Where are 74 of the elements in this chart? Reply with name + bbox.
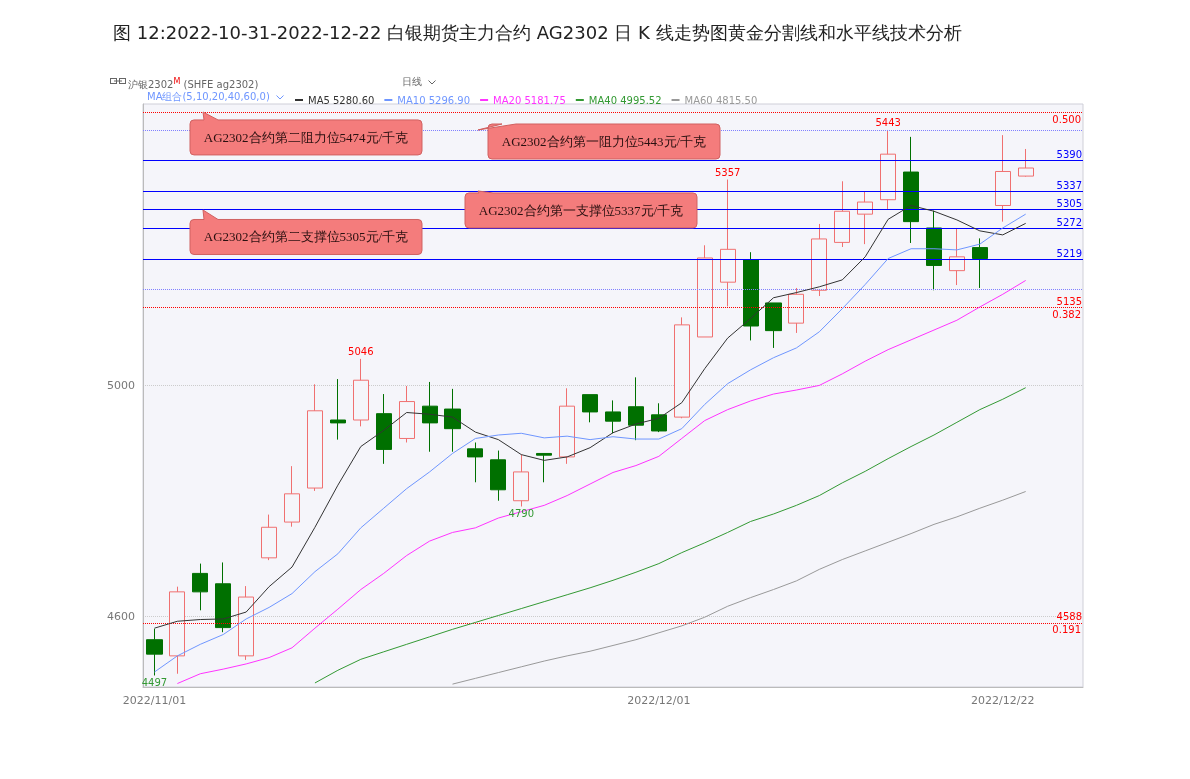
annotation: 0.500 [1052, 113, 1081, 125]
candlestick [559, 387, 575, 465]
candlestick [903, 136, 919, 244]
candlestick [146, 628, 163, 676]
candlestick [811, 223, 827, 297]
candlestick [192, 563, 208, 611]
annotation: 0.382 [1052, 309, 1081, 321]
candlestick [261, 514, 277, 561]
chart-title: 图 12:2022-10-31-2022-12-22 白银期货主力合约 AG2302 日 K 线走势图黄金分割线和水平线技术分析 [113, 21, 962, 43]
y-tick-label: 4600 [107, 609, 135, 623]
candlestick [1018, 148, 1034, 178]
ref-line-label: 5135 [1056, 296, 1082, 308]
x-tick-label: 2022/12/01 [627, 694, 691, 707]
ref-line-label: 5219 [1056, 247, 1082, 259]
candlestick [926, 210, 942, 291]
candlestick [215, 561, 231, 633]
candlestick [467, 442, 483, 483]
candlestick [880, 129, 896, 210]
annotation: 0.191 [1052, 624, 1081, 636]
y-tick-label: 5000 [107, 378, 135, 392]
line-series [452, 491, 1027, 685]
text: 5046 [348, 346, 374, 358]
text: 5443 [875, 117, 901, 129]
candlestick [651, 402, 667, 433]
text: 4790 [508, 508, 535, 520]
candlestick [605, 399, 621, 434]
legend-label: MA10 5296.90 [397, 94, 471, 106]
candlestick [582, 394, 598, 423]
candlestick [399, 385, 415, 443]
candlestick [743, 251, 759, 341]
candlestick [307, 383, 323, 492]
legend-label: MA5 5280.60 [308, 94, 375, 106]
annotation: AG2302合约第一阻力位5443元/千克 [500, 133, 708, 151]
line-series [314, 387, 1027, 684]
candlestick [353, 358, 369, 427]
candlestick [834, 180, 850, 248]
candlestick [628, 376, 644, 441]
text: 5357 [714, 167, 741, 179]
legend-label: MA60 4815.50 [684, 94, 758, 106]
x-tick-label: 2022/12/22 [971, 694, 1035, 707]
text: 日线 [402, 75, 422, 89]
candlestick [536, 452, 552, 483]
annotation: AG2302合约第一支撑位5337元/千克 [477, 202, 685, 220]
candlestick [490, 450, 506, 502]
candlestick [422, 381, 438, 453]
text: 沪银2302$^{M}$ (SHFE ag2302) [128, 76, 259, 92]
ref-line-label: 5305 [1056, 198, 1082, 210]
candlestick [765, 302, 782, 349]
x-tick-label: 2022/11/01 [122, 694, 187, 707]
candlestick [788, 287, 804, 334]
candlestick [513, 454, 529, 508]
candlestick [949, 227, 965, 286]
candlestick [995, 134, 1011, 223]
candlestick [674, 316, 690, 419]
candlestick [284, 465, 300, 528]
candlestick [697, 244, 713, 338]
candlestick [330, 378, 346, 441]
text: MA组合(5,10,20,40,60,0) [147, 90, 270, 104]
candlestick [720, 179, 736, 307]
candlestick [169, 586, 185, 675]
candlestick [376, 393, 392, 465]
ref-line-label: 5337 [1056, 179, 1082, 191]
ref-line-label: 4588 [1056, 611, 1082, 623]
annotation: AG2302合约第二阻力位5474元/千克 [202, 129, 410, 147]
candlestick [444, 388, 461, 453]
annotation: AG2302合约第二支撑位5305元/千克 [202, 228, 410, 246]
legend-label: MA20 5181.75 [493, 94, 566, 106]
line-series [176, 279, 1027, 685]
candlestick [238, 585, 254, 661]
text: 4497 [141, 676, 168, 688]
ref-line-label: 5390 [1056, 149, 1082, 161]
legend-label: MA40 4995.52 [588, 94, 662, 106]
ref-line-label: 5272 [1056, 217, 1082, 229]
candlestick [972, 237, 988, 289]
